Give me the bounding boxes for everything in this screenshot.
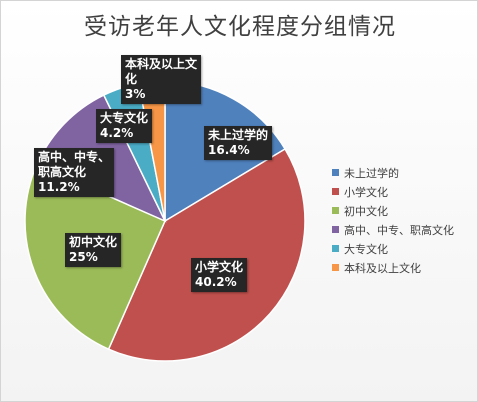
data-label-category: 高中、中专、	[38, 150, 111, 164]
data-label-value: 3%	[125, 87, 146, 101]
data-label-value: 4.2%	[100, 126, 134, 140]
data-label: 未上过学的 16.4%	[204, 126, 273, 160]
legend-swatch	[332, 188, 339, 195]
data-label-value: 25%	[69, 250, 98, 264]
legend-swatch	[332, 207, 339, 214]
data-label-category: 初中文化	[69, 235, 118, 249]
legend-label: 大专文化	[344, 242, 388, 256]
data-label: 高中、中专、 职高文化 11.2%	[34, 148, 115, 197]
data-label-value: 11.2%	[38, 180, 80, 194]
data-label: 小学文化 40.2%	[191, 258, 248, 292]
data-label: 初中文化 25%	[65, 233, 122, 267]
legend-item: 高中、中专、职高文化	[332, 220, 454, 239]
data-label-category: 化	[125, 72, 138, 86]
data-label-category: 未上过学的	[208, 128, 269, 142]
legend-item: 初中文化	[332, 201, 454, 220]
legend-item: 未上过学的	[332, 163, 454, 182]
pie-slice	[107, 147, 306, 362]
legend-swatch	[332, 226, 339, 233]
data-label-category: 本科及以上文	[125, 57, 198, 71]
data-label-category: 大专文化	[100, 111, 149, 125]
data-label: 大专文化 4.2%	[96, 109, 153, 143]
legend-swatch	[332, 264, 339, 271]
legend-swatch	[332, 245, 339, 252]
legend-label: 本科及以上文化	[344, 261, 421, 275]
chart-title: 受访老年人文化程度分组情况	[84, 14, 396, 40]
legend-item: 大专文化	[332, 239, 454, 258]
legend-item: 本科及以上文化	[332, 258, 454, 277]
data-label-category: 职高文化	[38, 165, 87, 179]
legend-item: 小学文化	[332, 182, 454, 201]
legend-label: 高中、中专、职高文化	[344, 223, 454, 237]
legend-swatch	[332, 169, 339, 176]
legend-label: 小学文化	[344, 185, 388, 199]
legend-label: 未上过学的	[344, 166, 399, 180]
legend-label: 初中文化	[344, 204, 388, 218]
data-label-value: 16.4%	[208, 143, 250, 157]
data-label-category: 小学文化	[195, 260, 244, 274]
data-label: 本科及以上文化 3%	[121, 55, 202, 104]
data-label-value: 40.2%	[195, 275, 237, 289]
legend: 未上过学的小学文化初中文化高中、中专、职高文化 大专文化本科及以上文化	[332, 163, 454, 277]
